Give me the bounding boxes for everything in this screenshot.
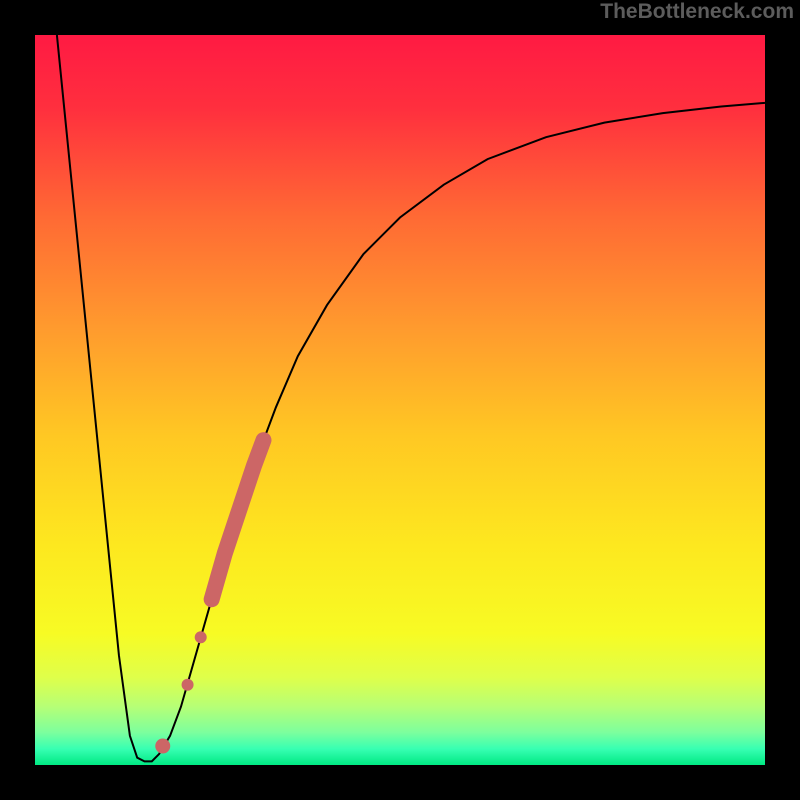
data-marker: [155, 739, 170, 754]
chart-frame: TheBottleneck.com: [0, 0, 800, 800]
bottleneck-chart: [0, 0, 800, 800]
data-marker: [182, 679, 194, 691]
data-marker: [195, 631, 207, 643]
watermark-text: TheBottleneck.com: [600, 0, 794, 24]
gradient-background: [35, 35, 765, 765]
